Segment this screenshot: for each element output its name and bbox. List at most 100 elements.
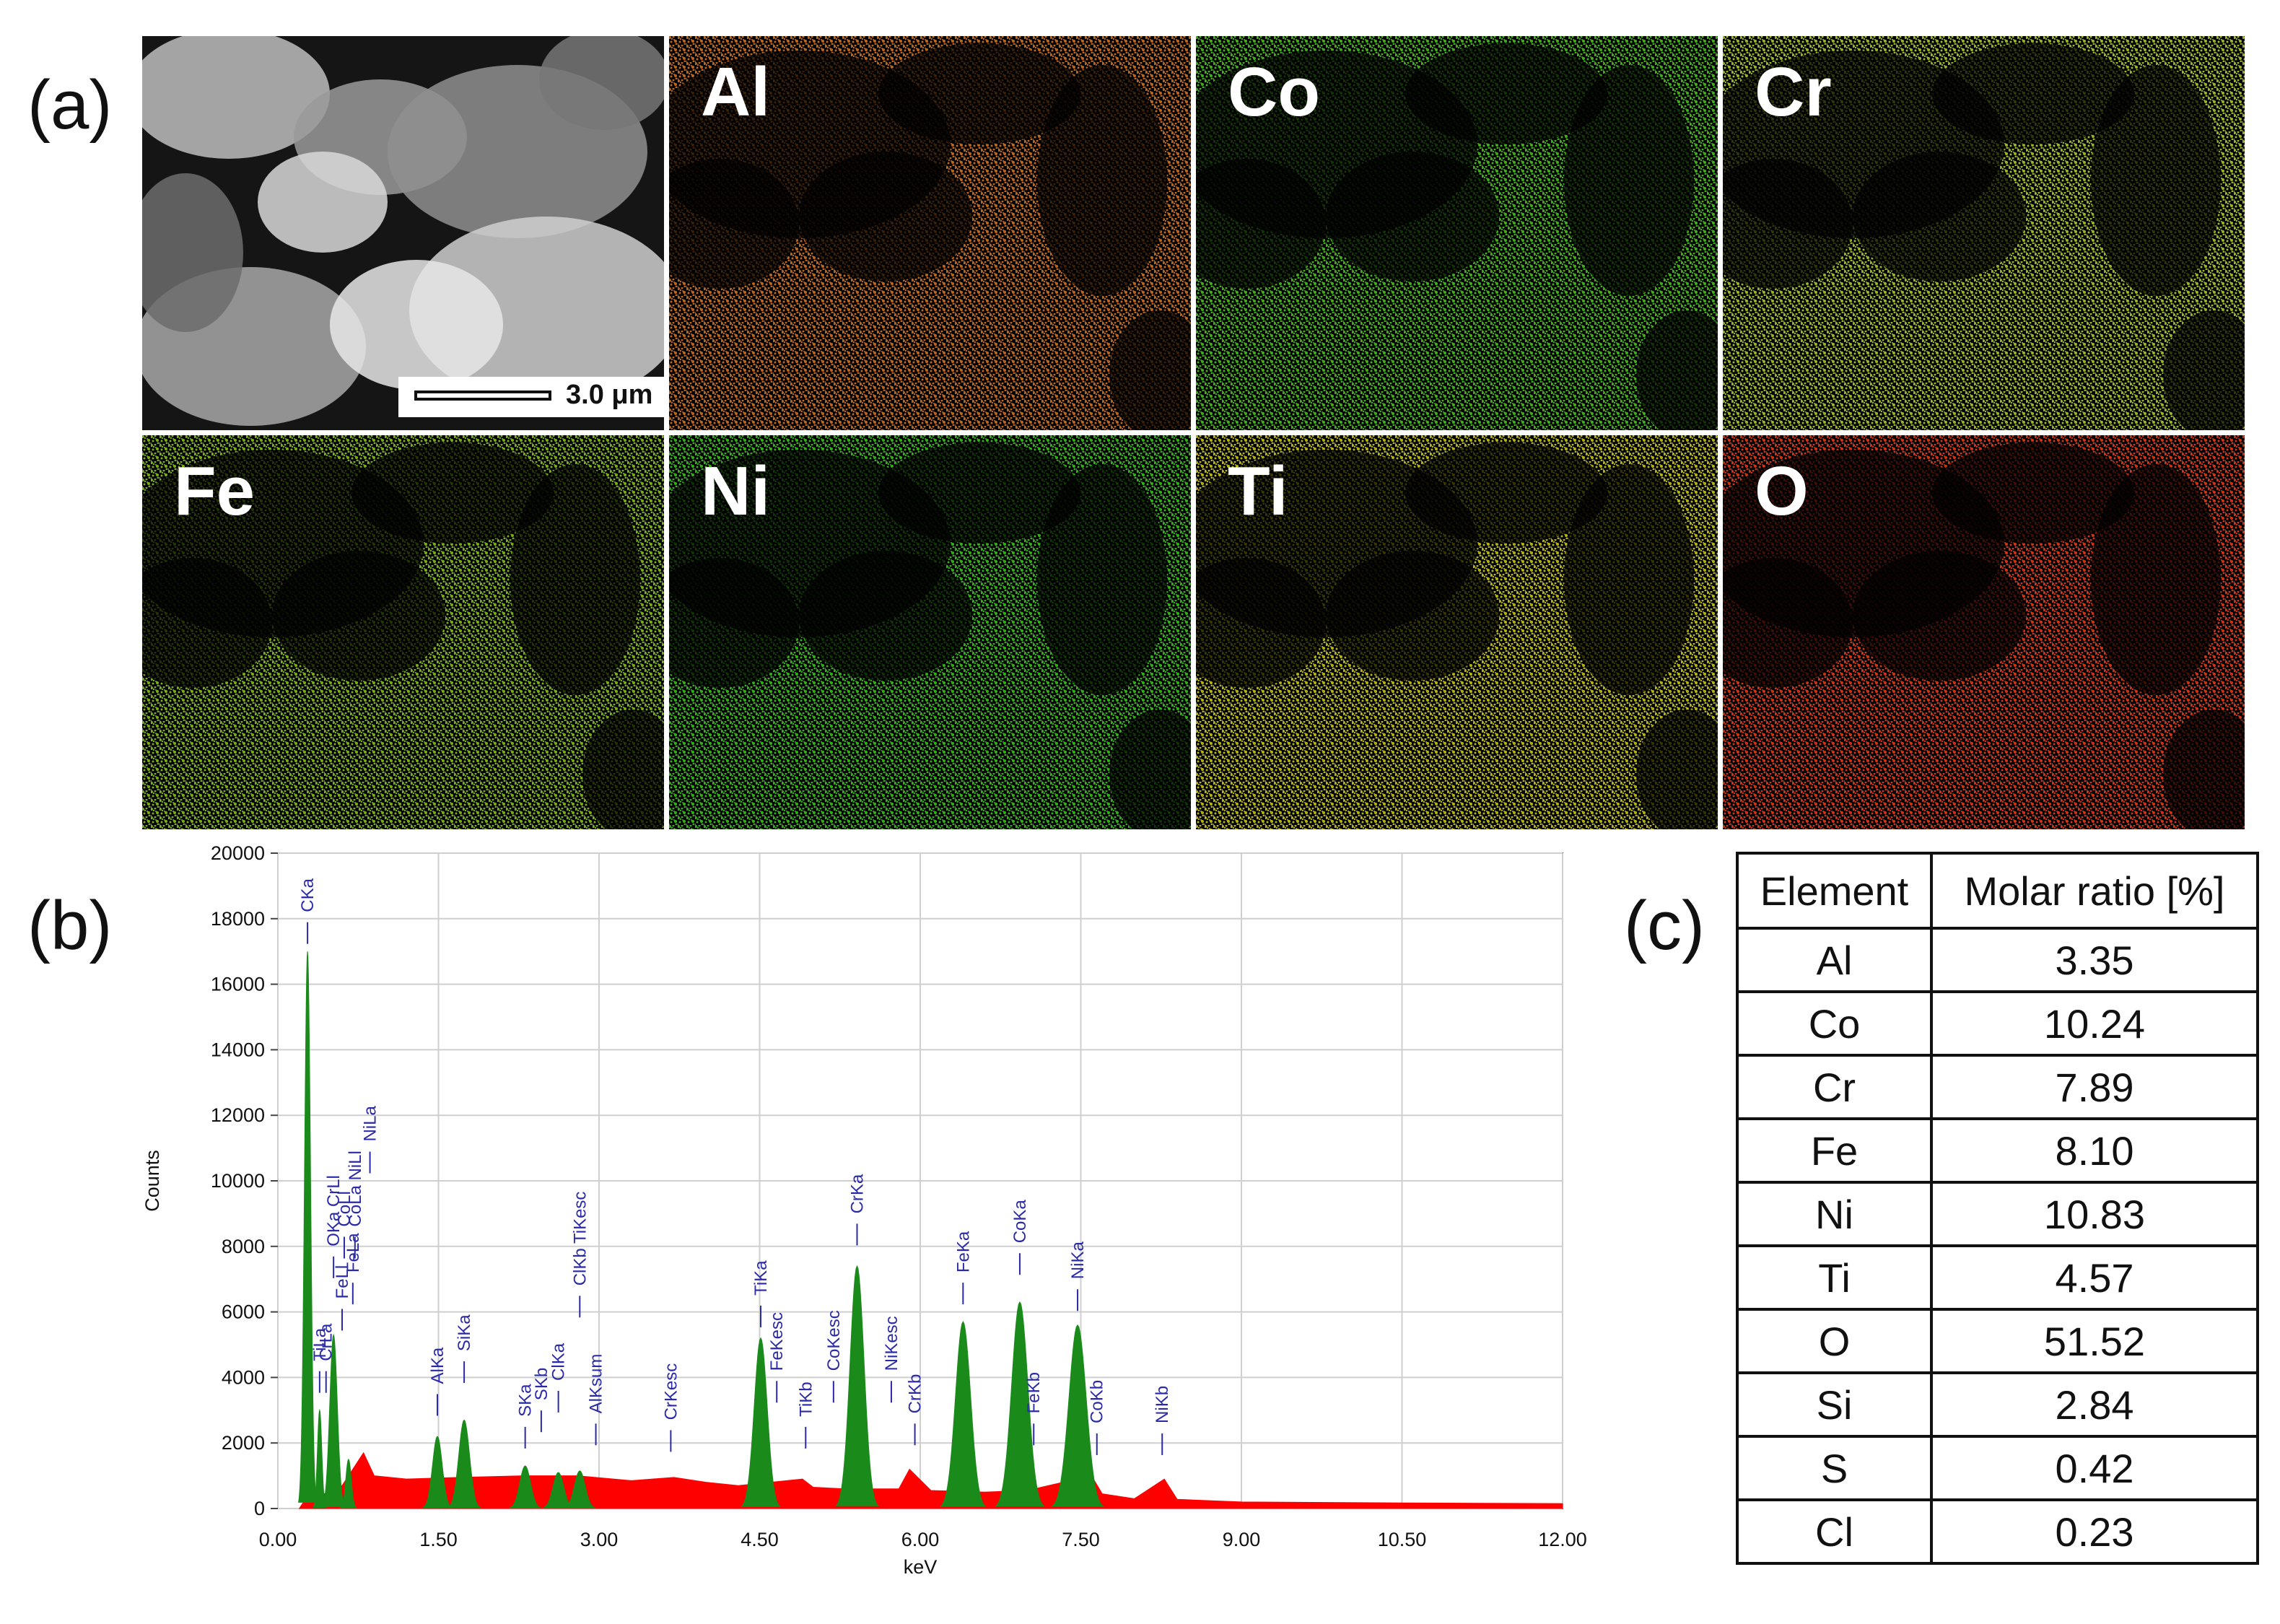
map-co: Co	[1196, 36, 1718, 430]
molar-ratio-table: Element Molar ratio [%] Al 3.35 Co 10.24 C…	[1736, 852, 2259, 1565]
peak-label: NiKa	[1068, 1241, 1088, 1280]
table-row: S 0.42	[1736, 1435, 2259, 1501]
peak-label: TiLa	[310, 1327, 330, 1361]
map-fe: Fe	[142, 435, 664, 829]
map-texture	[669, 435, 1191, 829]
eds-spectrum-chart: 0.00 1.50 3.00 4.50 6.00 7.50 9.00 10.50 12.00 0 2…	[141, 844, 1587, 1578]
spectrum-peak	[313, 1409, 327, 1508]
cell-value: 8.10	[1930, 1117, 2259, 1184]
map-texture	[142, 435, 664, 829]
peak-label: AlKa	[428, 1347, 447, 1384]
peak-label: NiKesc	[882, 1316, 901, 1371]
map-texture	[1723, 36, 2245, 430]
sem-texture	[142, 36, 664, 430]
table-row: Co 10.24	[1736, 990, 2259, 1057]
y-tick-label: 10000	[211, 1170, 265, 1192]
panel-label-c: (c)	[1624, 887, 1705, 964]
map-label-co: Co	[1228, 53, 1320, 131]
cell-element: Si	[1736, 1371, 1933, 1438]
y-tick-label: 12000	[211, 1104, 265, 1126]
x-tick-label: 0.00	[259, 1529, 297, 1550]
peak-label: SiKa	[455, 1314, 474, 1351]
peak-label: NiKb	[1153, 1386, 1172, 1423]
table-row: Ni 10.83	[1736, 1181, 2259, 1247]
cell-value: 10.83	[1930, 1181, 2259, 1247]
y-tick-label: 14000	[211, 1039, 265, 1060]
y-tick-label: 4000	[222, 1366, 265, 1388]
spectrum-peak	[447, 1419, 481, 1509]
peak-label: CoKa	[1010, 1200, 1030, 1244]
peak-label: CoKb	[1088, 1380, 1107, 1423]
map-texture	[1723, 435, 2245, 829]
spectrum-peak	[422, 1436, 453, 1509]
peak-label: FeKesc	[767, 1312, 787, 1371]
table-row: Al 3.35	[1736, 927, 2259, 993]
map-ti: Ti	[1196, 435, 1718, 829]
map-label-o: O	[1755, 453, 1809, 530]
cell-value: 10.24	[1930, 990, 2259, 1057]
cell-element: Cr	[1736, 1054, 1933, 1120]
map-texture	[1196, 435, 1718, 829]
map-cr: Cr	[1723, 36, 2245, 430]
peak-label: ClKb TiKesc	[570, 1192, 590, 1286]
map-texture	[1196, 36, 1718, 430]
peak-label: CrKb	[906, 1374, 925, 1414]
table-row: Fe 8.10	[1736, 1117, 2259, 1184]
scale-bar-label: 3.0 μm	[566, 380, 653, 410]
cell-value: 51.52	[1930, 1308, 2259, 1374]
sem-image: 3.0 μm	[142, 36, 664, 430]
peak-label: CoKesc	[824, 1310, 844, 1371]
peak-label: CrLa	[317, 1323, 336, 1361]
spectrum-peak	[741, 1337, 781, 1507]
peak-label: AlKsum	[587, 1354, 606, 1414]
cell-element: Ni	[1736, 1181, 1933, 1247]
spectrum-peak	[339, 1459, 358, 1509]
peak-label: ClKa	[549, 1343, 569, 1381]
header-molar-ratio: Molar ratio [%]	[1930, 852, 2259, 930]
map-texture	[669, 36, 1191, 430]
peak-label: CoLl	[335, 1191, 354, 1226]
y-tick-label: 18000	[211, 908, 265, 930]
y-tick-label: 16000	[211, 974, 265, 995]
x-tick-label: 6.00	[901, 1529, 940, 1550]
x-axis-label: keV	[904, 1556, 938, 1578]
spectrum-background-area	[298, 1451, 1563, 1509]
spectrum-peak	[995, 1301, 1045, 1507]
y-tick-label: 20000	[211, 844, 265, 864]
cell-value: 0.23	[1930, 1498, 2259, 1565]
spectrum-peak	[939, 1321, 987, 1507]
cell-value: 7.89	[1930, 1054, 2259, 1120]
peak-label: FeLl	[333, 1265, 352, 1299]
y-tick-label: 2000	[222, 1432, 265, 1454]
map-label-al: Al	[701, 53, 770, 131]
peak-label: SKb	[532, 1368, 551, 1400]
table-header-row: Element Molar ratio [%]	[1736, 852, 2259, 930]
x-tick-label: 10.50	[1378, 1529, 1427, 1550]
panel-label-a: (a)	[27, 66, 113, 144]
x-tick-label: 4.50	[741, 1529, 779, 1550]
cell-element: Fe	[1736, 1117, 1933, 1184]
x-tick-label: 9.00	[1223, 1529, 1261, 1550]
cell-element: Co	[1736, 990, 1933, 1057]
map-label-fe: Fe	[174, 453, 255, 530]
x-tick-label: 7.50	[1062, 1529, 1100, 1550]
cell-value: 4.57	[1930, 1244, 2259, 1311]
map-o: O	[1723, 435, 2245, 829]
peak-label: OKa CrLl	[324, 1175, 344, 1247]
table-row: Si 2.84	[1736, 1371, 2259, 1438]
peak-label: CKa	[298, 878, 318, 912]
map-al: Al	[669, 36, 1191, 430]
cell-value: 0.42	[1930, 1435, 2259, 1501]
peak-label: FeKb	[1024, 1372, 1044, 1413]
cell-element: Cl	[1736, 1498, 1933, 1565]
table-row: Ti 4.57	[1736, 1244, 2259, 1311]
scale-bar: 3.0 μm	[398, 377, 664, 417]
peak-label: CrKesc	[661, 1363, 681, 1420]
cell-element: Al	[1736, 927, 1933, 993]
peak-label: FeKa	[953, 1231, 973, 1272]
cell-element: O	[1736, 1308, 1933, 1374]
header-element: Element	[1736, 852, 1933, 930]
cell-value: 3.35	[1930, 927, 2259, 993]
x-tick-label: 3.00	[580, 1529, 619, 1550]
spectrum-peak	[509, 1465, 542, 1509]
